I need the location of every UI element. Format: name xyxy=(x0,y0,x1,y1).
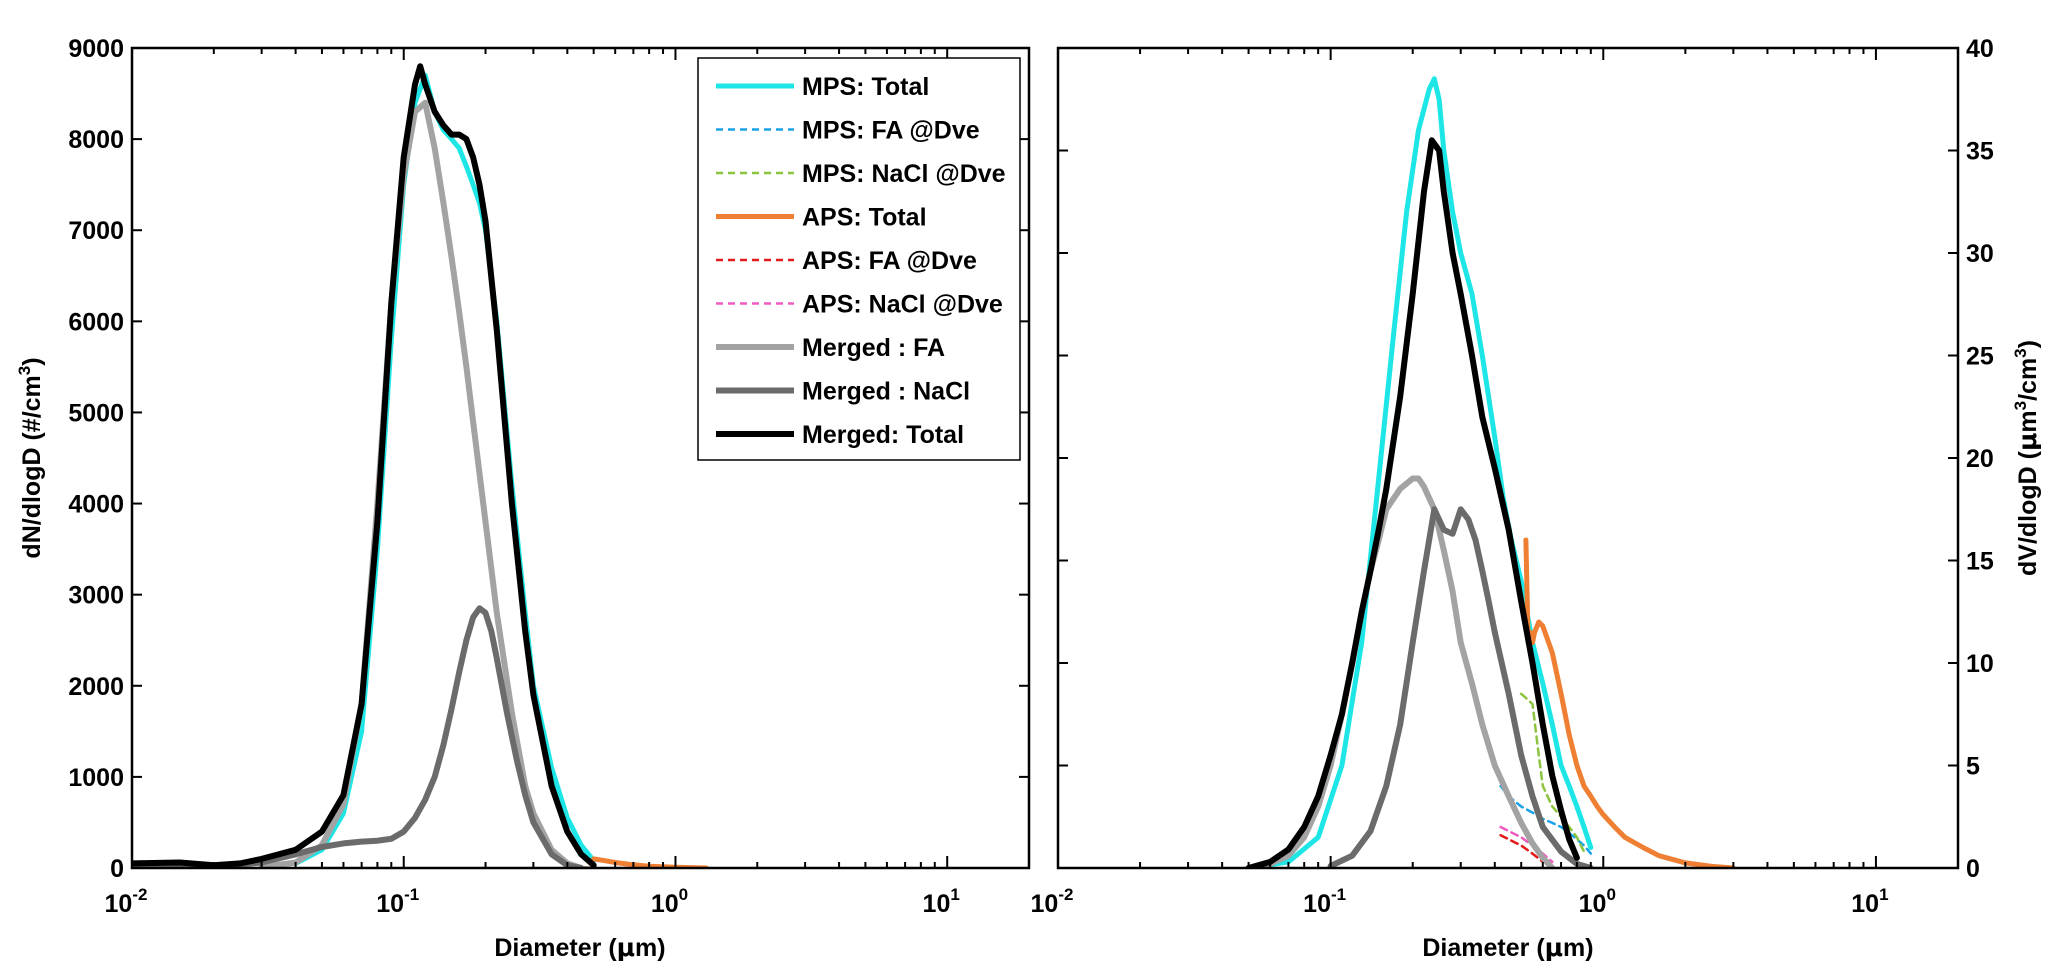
y-tick-label: 0 xyxy=(110,855,124,883)
series-line-0 xyxy=(1246,76,1594,868)
x-tick-label: 10-2 xyxy=(105,885,148,918)
legend-label: MPS: NaCl @Dve xyxy=(802,160,1006,188)
y-tick-label: 0 xyxy=(1966,855,1980,883)
x-tick-label: 101 xyxy=(923,885,960,918)
series-line-6 xyxy=(258,99,585,868)
y-tick-label: 35 xyxy=(1966,138,1994,166)
y-tick-label: 3000 xyxy=(68,582,124,610)
left-y-ticks: 0 1000 2000 3000 4000 5000 6000 7000 8000 9000 xyxy=(68,35,1029,883)
left-panel-number-distribution: 0 1000 2000 3000 4000 5000 6000 7000 8000 9000 10… xyxy=(15,35,1031,962)
right-y-ticks: 0 5 10 15 20 25 30 35 40 xyxy=(1058,35,1994,883)
y-tick-label: 20 xyxy=(1966,445,1994,473)
x-tick-label: 10-1 xyxy=(376,885,419,918)
series-line-4 xyxy=(1499,833,1545,864)
y-tick-label: 5 xyxy=(1966,753,1980,781)
right-x-ticks: 10-2 10-1 100 101 xyxy=(1031,48,1959,918)
series-line-8 xyxy=(132,63,597,868)
x-tick-label: 10-2 xyxy=(1031,885,1074,918)
left-series-group xyxy=(132,63,709,868)
legend-label: APS: Total xyxy=(802,204,927,232)
legend-label: MPS: FA @Dve xyxy=(802,117,980,145)
legend: MPS: Total MPS: FA @Dve MPS: NaCl @Dve APS:… xyxy=(697,57,1021,461)
y-tick-label: 1000 xyxy=(68,764,124,792)
series-line-8 xyxy=(1245,137,1580,868)
series-line-3 xyxy=(1523,537,1736,868)
legend-label: Merged : FA xyxy=(802,334,945,362)
x-tick-label: 100 xyxy=(651,885,688,918)
y-tick-label: 25 xyxy=(1966,343,1994,371)
legend-label: APS: FA @Dve xyxy=(802,247,977,275)
x-tick-label: 100 xyxy=(1579,885,1616,918)
x-tick-label: 101 xyxy=(1851,885,1888,918)
y-tick-label: 40 xyxy=(1966,35,1994,63)
series-line-7 xyxy=(1327,506,1594,868)
series-line-1 xyxy=(1499,784,1593,855)
left-plot-frame xyxy=(130,46,1031,870)
right-plot-frame xyxy=(1056,46,1960,870)
right-series-group xyxy=(1245,76,1736,868)
right-panel-volume-distribution: 0 5 10 15 20 25 30 35 40 10-2 10-1 100 101 Diameter… xyxy=(1031,35,2042,962)
right-x-axis-title: Diameter (μm) xyxy=(1422,933,1593,962)
y-tick-label: 15 xyxy=(1966,548,1994,576)
legend-label: Merged : NaCl xyxy=(802,378,970,406)
series-line-7 xyxy=(132,605,585,868)
y-tick-label: 2000 xyxy=(68,673,124,701)
x-tick-label: 10-1 xyxy=(1303,885,1346,918)
series-line-2 xyxy=(1519,692,1586,853)
left-y-axis-title: dN/dlogD (#/cm3) xyxy=(15,357,46,558)
y-tick-label: 30 xyxy=(1966,240,1994,268)
y-tick-label: 4000 xyxy=(68,491,124,519)
left-x-axis-title: Diameter (μm) xyxy=(494,933,665,962)
y-tick-label: 9000 xyxy=(68,35,124,63)
right-y-axis-title: dV/dlogD (μm3/cm3) xyxy=(2011,340,2042,576)
y-tick-label: 8000 xyxy=(68,126,124,154)
legend-label: Merged: Total xyxy=(802,421,964,449)
y-tick-label: 10 xyxy=(1966,650,1994,678)
legend-label: MPS: Total xyxy=(802,73,929,101)
legend-label: APS: NaCl @Dve xyxy=(802,291,1003,319)
y-tick-label: 6000 xyxy=(68,308,124,336)
left-x-ticks: 10-2 10-1 100 101 xyxy=(105,48,1030,918)
y-tick-label: 7000 xyxy=(68,217,124,245)
y-tick-label: 5000 xyxy=(68,399,124,427)
